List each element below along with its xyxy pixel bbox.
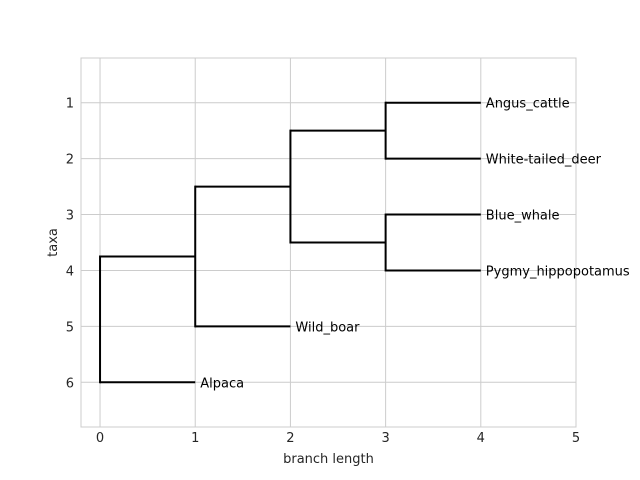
leaf-label: Blue_whale: [486, 209, 560, 224]
y-tick-label: 3: [66, 209, 74, 224]
y-tick-label: 2: [66, 153, 74, 168]
y-axis-label: taxa: [46, 228, 61, 257]
x-tick-label: 1: [191, 431, 199, 446]
y-tick-label: 4: [66, 264, 74, 279]
tree-branches: [99, 101, 481, 384]
y-tick-label: 5: [66, 320, 74, 335]
axis-ticks: 0 1 2 3 4 5 1 2 3 4 5 6: [66, 97, 580, 446]
y-tick-label: 1: [66, 97, 74, 112]
x-tick-label: 4: [477, 431, 485, 446]
leaf-label: Angus_cattle: [486, 97, 570, 112]
x-tick-label: 0: [96, 431, 104, 446]
x-axis-label: branch length: [283, 452, 374, 467]
plot-frame: [80, 57, 577, 428]
leaf-labels: Angus_cattle White-tailed_deer Blue_whale P…: [200, 97, 630, 392]
leaf-label: Alpaca: [200, 376, 244, 391]
x-tick-label: 2: [286, 431, 294, 446]
y-tick-label: 6: [66, 376, 74, 391]
x-tick-label: 5: [572, 431, 580, 446]
leaf-label: Wild_boar: [295, 320, 360, 335]
leaf-label: Pygmy_hippopotamus: [486, 264, 630, 279]
x-tick-label: 3: [381, 431, 389, 446]
leaf-label: White-tailed_deer: [486, 153, 602, 168]
